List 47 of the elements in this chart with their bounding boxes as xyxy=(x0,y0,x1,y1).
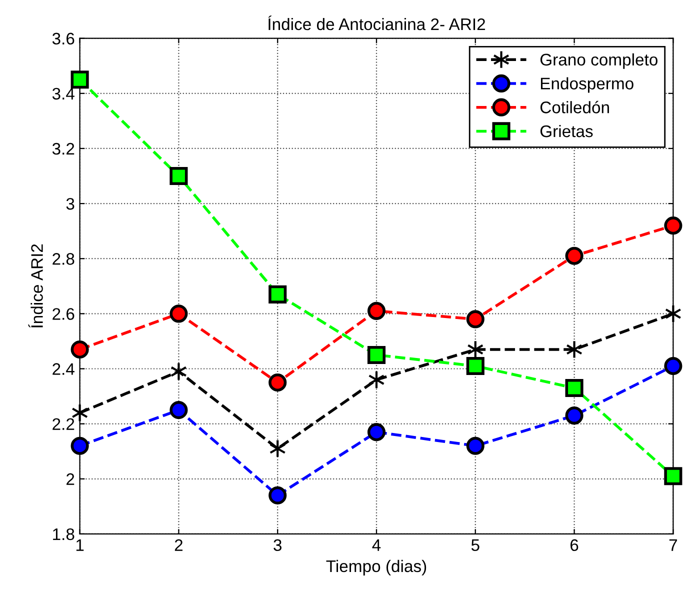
y-tick-label: 2.8 xyxy=(52,253,74,265)
point xyxy=(70,70,89,89)
point xyxy=(466,356,484,376)
point xyxy=(268,285,287,304)
y-tick-label: 3.4 xyxy=(52,88,74,100)
x-axis-title: Tiempo (dias) xyxy=(326,560,426,576)
x-tick-label: 6 xyxy=(570,539,578,552)
y-tick-label: 3.2 xyxy=(52,142,74,155)
y-tick-label: 2 xyxy=(66,473,74,485)
point xyxy=(367,423,386,442)
point xyxy=(664,467,682,486)
y-tick-label: 2.6 xyxy=(52,308,74,320)
y-axis-title: Índice ARI2 xyxy=(28,244,43,328)
point xyxy=(466,436,484,455)
point xyxy=(565,378,584,398)
chart-title: Índice de Antocianina 2- ARI2 xyxy=(268,16,485,30)
point xyxy=(566,340,583,359)
point xyxy=(466,310,484,328)
point xyxy=(170,304,188,323)
point xyxy=(70,436,89,455)
x-tick-label: 2 xyxy=(174,539,183,551)
point xyxy=(664,304,682,324)
legend-label: Grietas xyxy=(540,124,593,138)
legend-label: Cotiledón xyxy=(540,100,609,114)
point xyxy=(664,216,682,235)
point xyxy=(170,166,188,186)
x-tick-label: 1 xyxy=(76,539,84,551)
point xyxy=(565,406,584,425)
point xyxy=(268,373,287,392)
y-tick-label: 3 xyxy=(66,198,74,210)
legend-label: Grano completo xyxy=(540,53,658,69)
point xyxy=(170,401,188,420)
x-tick-label: 3 xyxy=(274,539,282,552)
point xyxy=(664,356,682,376)
x-tick-label: 4 xyxy=(372,539,381,551)
y-tick-label: 2.2 xyxy=(52,418,74,430)
x-tick-label: 7 xyxy=(669,539,677,551)
y-tick-label: 1.8 xyxy=(53,528,74,540)
y-tick-label: 2.4 xyxy=(52,363,74,375)
point xyxy=(367,346,386,364)
legend-label: Endospermo xyxy=(540,77,634,93)
y-tick-label: 3.6 xyxy=(52,32,74,45)
point xyxy=(70,340,89,359)
point xyxy=(565,246,584,265)
x-tick-label: 5 xyxy=(471,539,480,552)
point xyxy=(367,302,386,320)
point xyxy=(268,486,287,504)
